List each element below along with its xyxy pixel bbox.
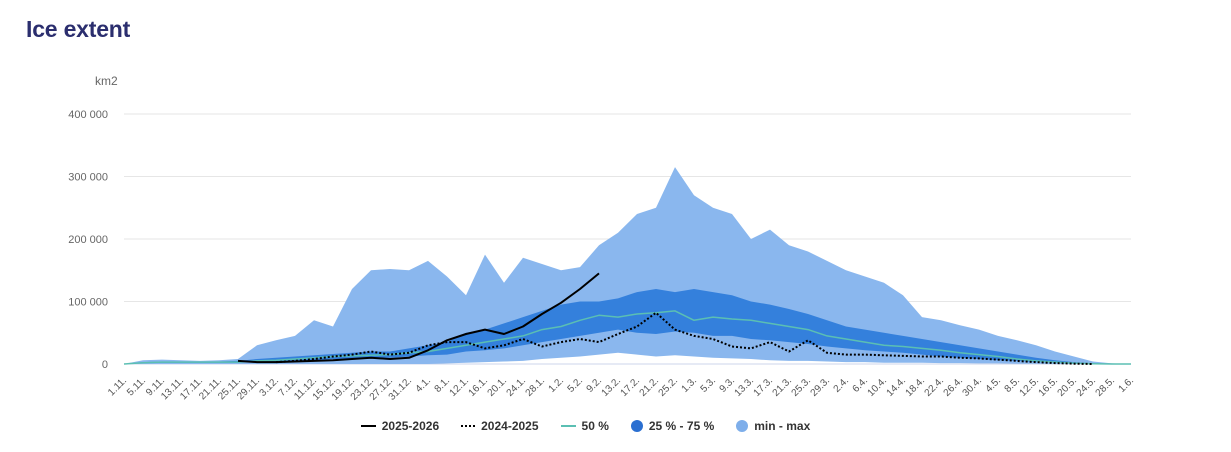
solid-line-icon (360, 425, 376, 427)
x-tick-label: 20.1. (486, 375, 510, 399)
legend-label: 2025-2026 (381, 419, 440, 433)
x-tick-label: 21.2. (638, 375, 662, 399)
y-tick-label: 300 000 (68, 172, 108, 184)
x-tick-label: 30.4. (961, 375, 985, 399)
y-tick-label: 400 000 (68, 109, 108, 121)
x-tick-label: 1.3. (680, 375, 700, 395)
x-tick-label: 21.3. (771, 375, 795, 399)
x-tick-label: 20.5. (1056, 375, 1080, 399)
legend-item-iqr[interactable]: 25 % - 75 % (630, 419, 715, 433)
x-tick-label: 1.6. (1117, 375, 1137, 395)
x-tick-label: 29.3. (809, 375, 833, 399)
x-tick-label: 24.1. (505, 375, 529, 399)
dotted-line-icon (461, 425, 476, 427)
x-tick-label: 25.3. (790, 375, 814, 399)
y-tick-label: 100 000 (68, 297, 108, 309)
legend-label: 2024-2025 (481, 419, 539, 433)
line-50- (123, 310, 1131, 365)
x-tick-label: 25.2. (657, 375, 681, 399)
light-circle-icon (736, 420, 749, 432)
x-tick-label: 3.12. (258, 375, 282, 399)
y-axis-unit: km2 (95, 74, 118, 88)
x-tick-label: 5.3. (699, 375, 719, 395)
x-tick-label: 13.3. (733, 375, 757, 399)
x-tick-label: 18.4. (904, 375, 928, 399)
chart-title: Ice extent (26, 16, 131, 42)
x-tick-label: 13.2. (600, 375, 624, 399)
x-tick-label: 28.1. (524, 375, 548, 399)
x-tick-label: 5.2. (566, 375, 586, 395)
x-tick-label: 2.4. (832, 375, 852, 395)
legend-item-2024-2025[interactable]: 2024-2025 (461, 419, 539, 433)
x-tick-label: 1.11. (106, 375, 129, 398)
median-line-icon (560, 425, 576, 427)
x-tick-label: 28.5. (1094, 375, 1118, 399)
x-tick-label: 17.2. (619, 375, 643, 399)
x-tick-label: 16.5. (1037, 375, 1061, 399)
x-tick-label: 4.5. (984, 375, 1004, 395)
legend-item-minmax[interactable]: min - max (736, 419, 810, 433)
x-tick-label: 1.2. (547, 375, 567, 395)
x-tick-label: 10.4. (866, 375, 890, 399)
x-tick-label: 14.4. (885, 375, 909, 399)
legend-label: 25 % - 75 % (648, 419, 715, 433)
x-tick-label: 24.5. (1075, 375, 1099, 399)
series-lines (123, 272, 1131, 365)
x-tick-label: 12.5. (1018, 375, 1042, 399)
x-tick-label: 12.1. (448, 375, 472, 399)
dark-circle-icon (630, 420, 643, 432)
area-min-max (124, 167, 1131, 364)
y-tick-label: 0 (102, 359, 108, 371)
legend: 2025-2026 2024-2025 50 % 25 % - 75 % min… (0, 419, 1201, 433)
legend-item-median[interactable]: 50 % (560, 419, 609, 433)
line-2025-2026 (237, 272, 600, 364)
y-axis-ticks: 0 100 000 200 000 300 000 400 000 (68, 109, 108, 371)
legend-label: min - max (754, 419, 811, 433)
line-2024-2025 (275, 311, 1094, 365)
x-tick-label: 5.11. (125, 375, 148, 398)
x-tick-label: 17.3. (752, 375, 776, 399)
x-tick-label: 22.4. (923, 375, 947, 399)
x-tick-label: 26.4. (942, 375, 966, 399)
x-tick-label: 4.1. (414, 375, 434, 395)
x-axis-ticks: 1.11.5.11.9.11.13.11.17.11.21.11.25.11.2… (106, 375, 1136, 402)
y-tick-label: 200 000 (68, 234, 108, 246)
x-tick-label: 16.1. (467, 375, 491, 399)
legend-item-2025-2026[interactable]: 2025-2026 (360, 419, 440, 433)
series-areas (124, 167, 1131, 364)
legend-label: 50 % (581, 419, 609, 433)
